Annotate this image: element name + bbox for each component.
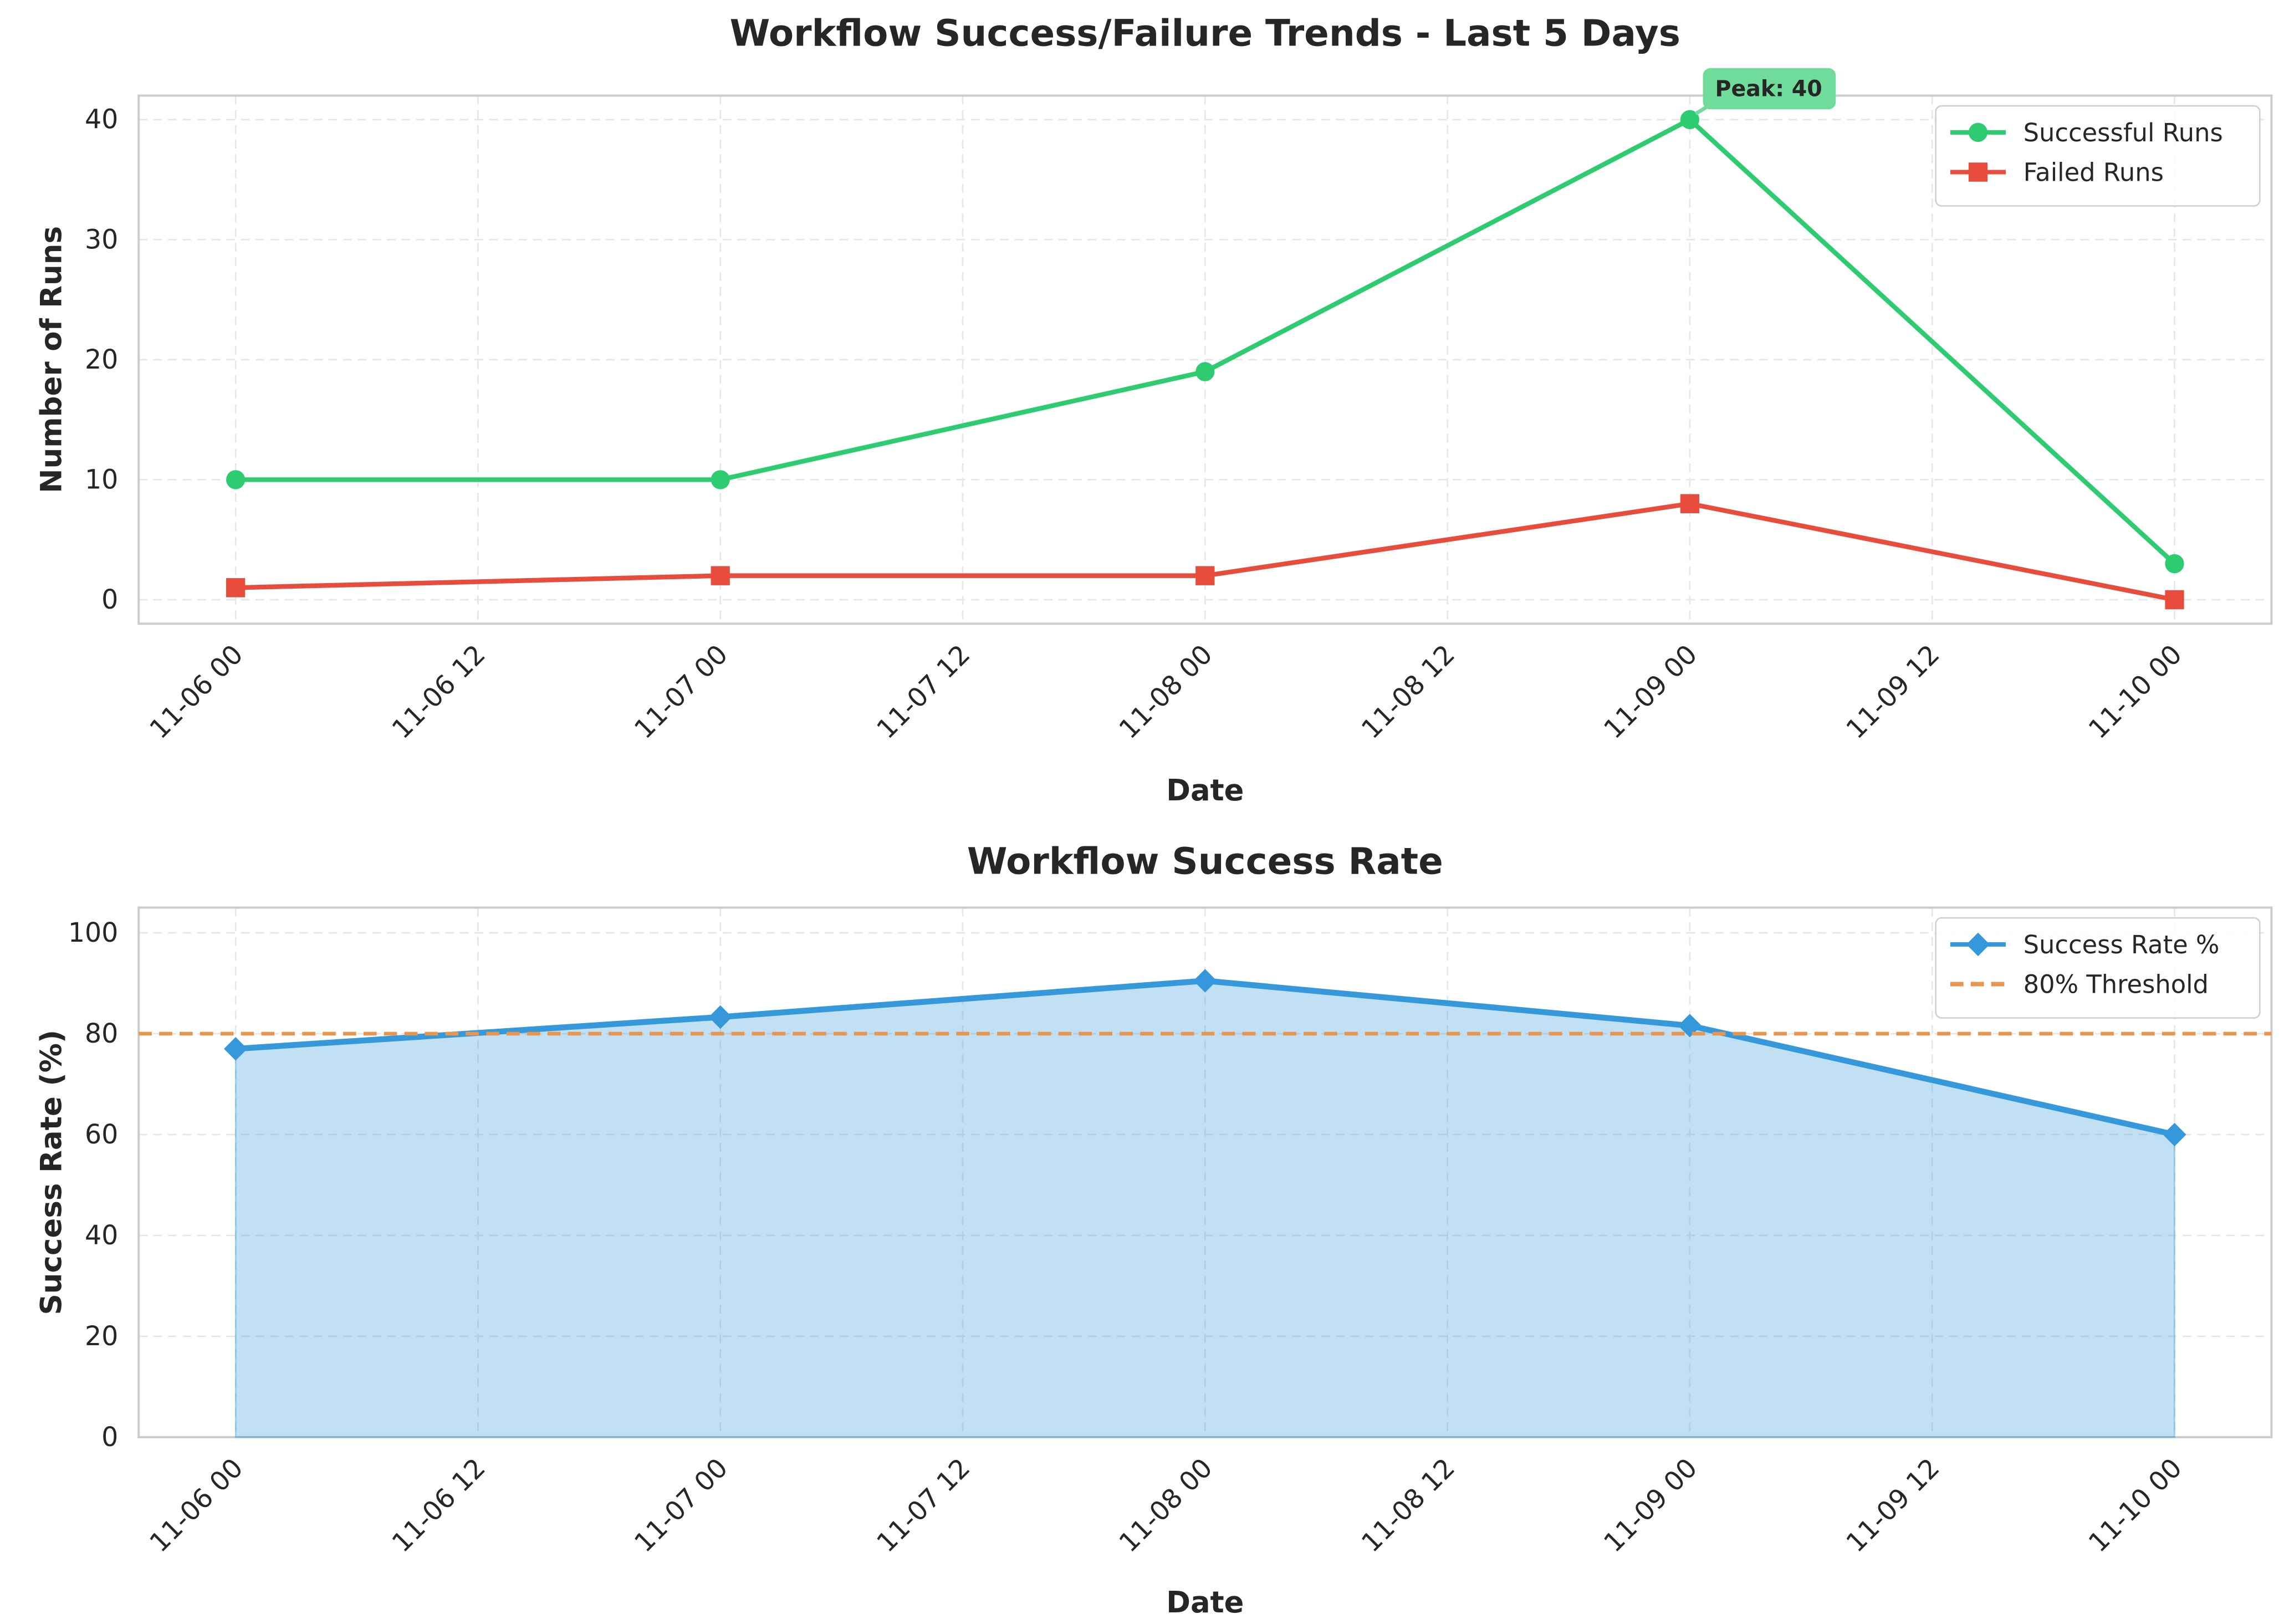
marker bbox=[2165, 554, 2184, 574]
area bbox=[234, 980, 2175, 1438]
plot-frame bbox=[137, 94, 2273, 625]
x-axis-label: Date bbox=[1166, 774, 1244, 808]
marker bbox=[1195, 566, 1215, 585]
x-tick-label: 11-07 12 bbox=[871, 639, 976, 745]
marker bbox=[708, 1005, 732, 1029]
y-tick-label: 30 bbox=[85, 224, 118, 255]
annotation-box bbox=[1703, 68, 1836, 110]
x-tick-label: 11-08 00 bbox=[1113, 1453, 1218, 1559]
y-tick-label: 20 bbox=[85, 1321, 118, 1352]
y-tick-label: 80 bbox=[85, 1019, 118, 1049]
y-tick-label: 100 bbox=[68, 918, 118, 948]
chart-title: Workflow Success/Failure Trends - Last 5… bbox=[730, 12, 1680, 54]
y-tick-label: 40 bbox=[85, 105, 118, 135]
y-tick-label: 20 bbox=[85, 345, 118, 375]
legend-marker bbox=[1966, 932, 1990, 957]
marker bbox=[2163, 1122, 2186, 1147]
chart-title: Workflow Success Rate bbox=[967, 840, 1443, 882]
marker bbox=[226, 578, 246, 597]
subplot: Workflow Success Rate 11-06 00 11-06 12 11-… bbox=[35, 840, 2273, 1620]
marker bbox=[711, 470, 730, 489]
y-tick-label: 0 bbox=[101, 585, 118, 615]
marker bbox=[711, 566, 730, 585]
legend-box bbox=[1935, 105, 2261, 207]
legend-label: Success Rate % bbox=[2024, 930, 2220, 959]
x-tick-label: 11-07 00 bbox=[629, 1453, 734, 1559]
x-tick-label: 11-08 00 bbox=[1113, 639, 1218, 745]
legend-label: Failed Runs bbox=[2024, 157, 2164, 187]
marker bbox=[1680, 494, 1700, 513]
y-tick-label: 60 bbox=[85, 1120, 118, 1150]
subplot: Workflow Success/Failure Trends - Last 5… bbox=[35, 12, 2273, 808]
y-axis-label: Success Rate (%) bbox=[35, 1030, 69, 1315]
legend-marker bbox=[1968, 162, 1988, 182]
marker bbox=[1680, 110, 1700, 130]
x-tick-label: 11-10 00 bbox=[2083, 639, 2188, 745]
y-tick-label: 0 bbox=[101, 1422, 118, 1453]
x-tick-label: 11-06 12 bbox=[386, 1453, 491, 1559]
y-tick-label: 40 bbox=[85, 1220, 118, 1251]
x-tick-label: 11-08 12 bbox=[1356, 1453, 1460, 1559]
x-tick-label: 11-06 00 bbox=[144, 639, 249, 745]
marker bbox=[1195, 362, 1215, 381]
legend-label: Successful Runs bbox=[2024, 118, 2223, 147]
marker bbox=[224, 1037, 248, 1061]
x-tick-label: 11-09 00 bbox=[1598, 1453, 1703, 1559]
marker bbox=[2165, 590, 2184, 610]
x-tick-label: 11-07 00 bbox=[629, 639, 734, 745]
y-axis-label: Number of Runs bbox=[35, 226, 69, 493]
x-tick-label: 11-09 00 bbox=[1598, 639, 1703, 745]
x-tick-label: 11-08 12 bbox=[1356, 639, 1460, 745]
y-tick-label: 10 bbox=[85, 464, 118, 495]
legend-marker bbox=[1968, 122, 1988, 142]
plot-frame bbox=[137, 906, 2273, 1438]
x-tick-label: 11-09 12 bbox=[1841, 1453, 1945, 1559]
x-tick-label: 11-10 00 bbox=[2083, 1453, 2188, 1559]
marker bbox=[226, 470, 246, 489]
annotation: Peak: 40 bbox=[1715, 76, 1822, 101]
legend-label: 80% Threshold bbox=[2024, 969, 2209, 999]
marker bbox=[1678, 1014, 1702, 1038]
x-tick-label: 11-06 00 bbox=[144, 1453, 249, 1559]
x-tick-label: 11-06 12 bbox=[386, 639, 491, 745]
x-tick-label: 11-09 12 bbox=[1841, 639, 1945, 745]
x-axis-label: Date bbox=[1166, 1586, 1244, 1620]
legend-box bbox=[1935, 917, 2261, 1019]
x-tick-label: 11-07 12 bbox=[871, 1453, 976, 1559]
